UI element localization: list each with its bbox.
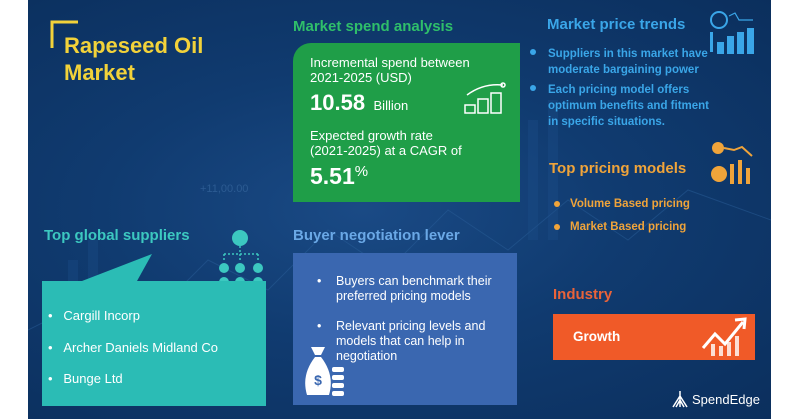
negotiation-card: • Buyers can benchmark their preferred p…	[293, 253, 517, 405]
pricing-models-icon	[711, 142, 753, 184]
supplier-item: • Bunge Ltd	[48, 371, 123, 386]
bullet-icon	[554, 224, 560, 230]
negotiation-heading: Buyer negotiation lever	[293, 227, 460, 244]
pricing-model-label: Volume Based pricing	[570, 198, 690, 210]
bullet-icon	[530, 85, 536, 91]
title-line-2: Market	[64, 60, 135, 85]
spend-value-row: 10.58 Billion	[310, 90, 408, 116]
industry-card: Growth	[553, 314, 755, 360]
page-title: Rapeseed Oil Market	[64, 32, 203, 86]
incremental-label-2: 2021-2025 (USD)	[310, 70, 412, 85]
negotiation-item: • Buyers can benchmark their preferred p…	[317, 274, 492, 304]
negotiation-list: • Buyers can benchmark their preferred p…	[317, 274, 492, 364]
money-bag-icon: $	[305, 347, 344, 396]
price-trends-chart-icon	[710, 11, 754, 54]
bullet-icon	[530, 49, 536, 55]
cagr-value: 5.51	[310, 163, 355, 189]
price-trend-item: Each pricing model offers optimum benefi…	[548, 82, 709, 130]
negotiation-line: preferred pricing models	[336, 289, 471, 303]
industry-value: Growth	[573, 329, 621, 344]
cagr-unit: %	[354, 163, 369, 180]
growth-label-2: (2021-2025) at a CAGR of	[310, 143, 462, 158]
supplier-item: • Cargill Incorp	[48, 308, 140, 323]
suppliers-heading: Top global suppliers	[44, 227, 190, 244]
pricing-models-heading: Top pricing models	[549, 160, 687, 177]
price-trends-list: Suppliers in this market have moderate b…	[530, 46, 709, 130]
supplier-item: • Archer Daniels Midland Co	[48, 339, 219, 355]
bullet-icon	[554, 201, 560, 207]
pricing-model-item: Market Based pricing	[554, 216, 690, 239]
pricing-models-list: Volume Based pricing Market Based pricin…	[554, 193, 690, 239]
price-trend-line: moderate bargaining power	[548, 64, 699, 76]
incremental-label: Incremental spend between 2021-2025 (USD…	[310, 55, 470, 85]
price-trend-line: optimum benefits and fitment	[548, 100, 709, 112]
negotiation-item: • Relevant pricing levels and models tha…	[317, 319, 492, 364]
price-trend-line: in specific situations.	[548, 116, 665, 128]
supplier-name: Bunge Ltd	[63, 371, 123, 386]
price-trends-heading: Market price trends	[547, 16, 686, 33]
price-trend-item: Suppliers in this market have moderate b…	[548, 46, 709, 78]
title-line-1: Rapeseed Oil	[64, 33, 204, 58]
bullet-icon: •	[317, 319, 322, 333]
spend-card: Incremental spend between 2021-2025 (USD…	[293, 43, 520, 202]
spend-unit: Billion	[373, 98, 409, 113]
pricing-model-item: Volume Based pricing	[554, 193, 690, 216]
suppliers-list: • Cargill Incorp • Archer Daniels Midlan…	[48, 300, 218, 395]
incremental-label-1: Incremental spend between	[310, 55, 470, 70]
growth-arrow-icon	[701, 317, 747, 356]
spend-heading: Market spend analysis	[293, 18, 454, 35]
supplier-name: Archer Daniels Midland Co	[63, 339, 219, 355]
negotiation-line: negotiation	[336, 349, 398, 363]
spendedge-logo-icon	[672, 391, 688, 408]
spendedge-logo: SpendEdge	[671, 390, 760, 408]
price-trend-line: Suppliers in this market have	[548, 48, 708, 60]
negotiation-line: models that can help in	[336, 334, 465, 348]
suppliers-card-shape	[42, 254, 266, 406]
watermark-text: +11,00.00	[200, 183, 249, 195]
growth-label: Expected growth rate (2021-2025) at a CA…	[310, 128, 462, 158]
bullet-icon: •	[317, 274, 322, 288]
title-bracket-icon	[50, 20, 78, 48]
negotiation-line: Buyers can benchmark their	[336, 274, 492, 288]
cagr-row: 5.51%	[310, 163, 368, 190]
spend-value: 10.58	[310, 90, 366, 115]
industry-heading: Industry	[553, 286, 613, 303]
svg-text:$: $	[314, 372, 322, 388]
pricing-model-label: Market Based pricing	[570, 221, 687, 233]
coin-stack-icon	[464, 82, 506, 114]
negotiation-line: Relevant pricing levels and	[336, 319, 486, 333]
logo-text: SpendEdge	[692, 391, 760, 407]
supplier-name: Cargill Incorp	[63, 308, 140, 323]
price-trend-line: Each pricing model offers	[548, 84, 690, 96]
growth-label-1: Expected growth rate	[310, 128, 433, 143]
